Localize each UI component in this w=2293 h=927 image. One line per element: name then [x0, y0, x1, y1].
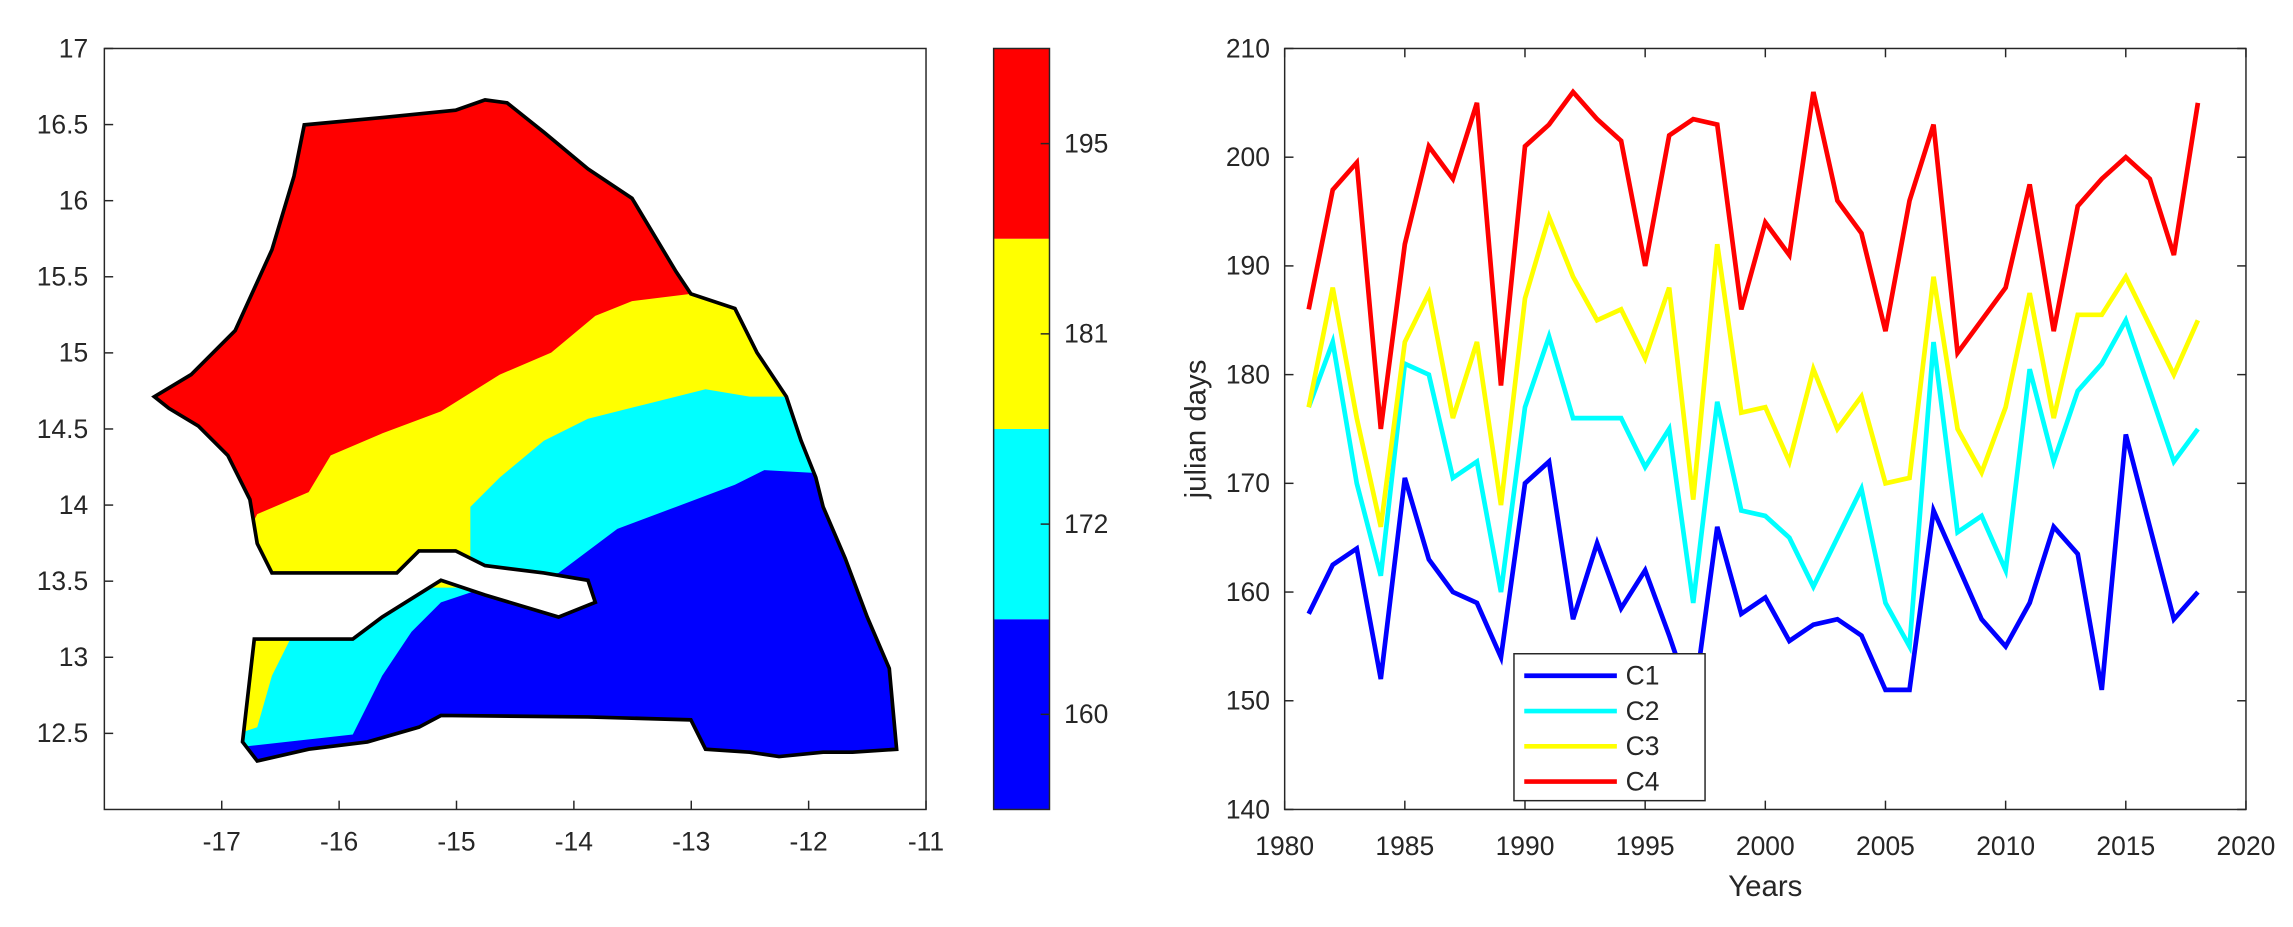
map-y-tick-label: 16	[59, 185, 88, 215]
y-tick-label: 160	[1226, 577, 1270, 607]
x-tick-label: 1980	[1255, 831, 1314, 861]
map-x-tick-label: -16	[320, 827, 358, 857]
line-chart-ticks: 1980 1985 1990 1995 2000 2005 2010 2015 2020 140 1…	[1226, 33, 2276, 861]
map-y-tick-label: 14	[59, 490, 88, 520]
legend-label: C3	[1626, 731, 1660, 761]
legend-label: C4	[1626, 766, 1660, 796]
colorbar-border	[992, 47, 1051, 811]
map-y-tick-label: 13	[59, 642, 88, 672]
x-tick-label: 1995	[1616, 831, 1675, 861]
colorbar-label: 160	[1064, 699, 1108, 729]
y-tick-label: 210	[1226, 33, 1270, 63]
y-tick-label: 200	[1226, 142, 1270, 172]
legend-label: C2	[1626, 696, 1660, 726]
map-y-tick-label: 14.5	[37, 414, 88, 444]
colorbar-label: 172	[1064, 509, 1108, 539]
map-y-tick-label: 15	[59, 338, 88, 368]
series-line-c4	[1306, 88, 2201, 430]
legend-box	[1513, 653, 1706, 802]
map-x-tick-label: -15	[437, 827, 475, 857]
series-line-c1	[1306, 433, 2200, 707]
x-tick-label: 2000	[1736, 831, 1795, 861]
colorbar-segment	[993, 619, 1050, 810]
map-x-tick-label: -11	[908, 827, 944, 857]
colorbar-segment	[993, 428, 1050, 620]
x-axis-label: Years	[1728, 870, 1802, 903]
map-y-tick-label: 16.5	[37, 109, 88, 139]
colorbar-segment	[993, 48, 1050, 239]
map-y-tick-label: 12.5	[37, 718, 88, 748]
map-x-tick-label: -12	[790, 827, 828, 857]
map-y-tick-label: 17	[59, 33, 88, 63]
colorbar-label: 195	[1064, 128, 1108, 158]
y-axis-label: julian days	[1179, 360, 1212, 500]
y-tick-label: 140	[1226, 794, 1270, 824]
legend-label: C1	[1626, 661, 1660, 691]
map-x-tick-label: -17	[203, 827, 241, 857]
series-line-c3	[1306, 209, 2201, 528]
map-x-tick-label: -13	[672, 827, 710, 857]
y-tick-label: 190	[1226, 251, 1270, 281]
series-line-c2	[1306, 314, 2200, 655]
x-tick-label: 2010	[1976, 831, 2035, 861]
colorbar-label: 181	[1064, 319, 1108, 349]
y-tick-label: 180	[1226, 359, 1270, 389]
x-tick-label: 1985	[1375, 831, 1434, 861]
x-tick-label: 2005	[1856, 831, 1915, 861]
map-panel: -17 -16 -15 -14 -13 -12 -11 12.5 13 13.5 14 14.5 15 1…	[37, 33, 944, 856]
line-chart-axes	[1283, 47, 2247, 811]
line-chart-panel: 1980 1985 1990 1995 2000 2005 2010 2015 2020 140 1…	[1179, 33, 2275, 903]
map-y-tick-label: 13.5	[37, 566, 88, 596]
map-ticks: -17 -16 -15 -14 -13 -12 -11 12.5 13 13.5 14 14.5 15 1…	[37, 33, 944, 856]
line-chart-series	[1306, 88, 2201, 707]
colorbar-segment	[993, 238, 1050, 429]
map-y-tick-label: 15.5	[37, 262, 88, 292]
y-tick-label: 170	[1226, 468, 1270, 498]
y-tick-label: 150	[1226, 686, 1270, 716]
x-tick-label: 1990	[1496, 831, 1555, 861]
legend: C1 C2 C3 C4	[1513, 653, 1706, 802]
x-tick-label: 2015	[2096, 831, 2155, 861]
colorbar: 160 172 181 195	[992, 47, 1108, 811]
map-x-tick-label: -14	[555, 827, 593, 857]
x-tick-label: 2020	[2217, 831, 2276, 861]
